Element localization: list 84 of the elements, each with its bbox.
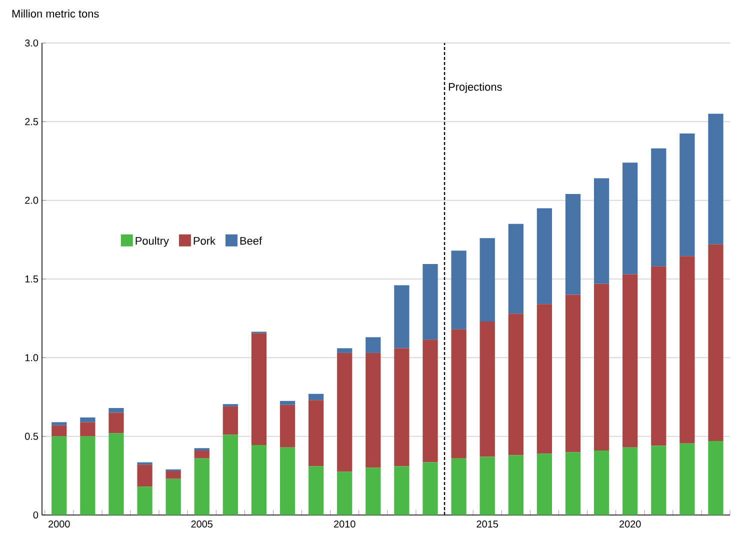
legend-label: Poultry (136, 236, 169, 247)
bar (280, 447, 296, 515)
bar (80, 436, 96, 515)
bar (508, 314, 524, 456)
y-axis-title: Million metric tons (12, 10, 99, 18)
x-tick-label: 2010 (334, 520, 356, 528)
bar (708, 114, 724, 244)
bar (108, 412, 124, 434)
bar (651, 266, 666, 446)
bar (480, 238, 495, 322)
bar (422, 462, 438, 515)
bar (508, 224, 524, 314)
bar (565, 452, 581, 515)
bar (536, 454, 552, 515)
bar (308, 400, 324, 466)
x-tick-label: 2020 (620, 520, 641, 528)
y-tick-label: 1.5 (25, 276, 38, 282)
bar (337, 352, 352, 472)
bar (52, 422, 67, 426)
bar (565, 194, 581, 295)
bar (222, 434, 238, 515)
bar (308, 394, 324, 400)
bar (52, 425, 67, 436)
bar (536, 208, 552, 304)
x-tick-label: 2005 (191, 520, 213, 528)
bar (52, 436, 67, 515)
bar (594, 450, 610, 515)
bar (594, 284, 610, 450)
bar (308, 466, 324, 515)
bar (108, 408, 124, 413)
bar (451, 250, 466, 330)
y-tick-label: 2.0 (25, 196, 38, 204)
bar (280, 400, 296, 405)
y-tick-label: 0.5 (25, 432, 38, 440)
bar (622, 162, 638, 274)
bar (194, 458, 210, 515)
bar (80, 417, 96, 422)
bar (280, 404, 296, 448)
bar (222, 406, 238, 435)
bar (337, 472, 352, 515)
bar (508, 455, 524, 515)
bar (565, 294, 581, 452)
bar (422, 340, 438, 462)
ref-line-label: Projections (448, 82, 502, 93)
bar (708, 244, 724, 442)
bar (166, 470, 181, 479)
bar (366, 352, 381, 468)
bar (451, 329, 466, 458)
bar (194, 450, 210, 458)
bar (536, 304, 552, 454)
legend-label: Pork (194, 236, 216, 245)
bar (137, 486, 152, 515)
y-tick-label: 2.5 (25, 118, 38, 126)
bar (708, 441, 724, 515)
bar (337, 348, 352, 353)
bar (480, 321, 495, 457)
bar (422, 264, 438, 340)
bar (651, 446, 666, 515)
bar (108, 433, 124, 515)
bar (394, 348, 410, 466)
bar (451, 458, 466, 515)
bar (680, 256, 695, 444)
bar (251, 333, 267, 445)
x-tick-label: 2015 (476, 520, 498, 528)
bar (166, 478, 181, 515)
bar (680, 443, 695, 515)
y-tick-label: 3.0 (25, 39, 38, 47)
bar (251, 444, 267, 515)
bar (80, 422, 96, 436)
x-tick-label: 2000 (48, 520, 70, 528)
bar (394, 285, 410, 348)
bar (394, 466, 410, 515)
y-tick-label: 0 (33, 511, 38, 519)
bar (366, 468, 381, 515)
bar (594, 178, 610, 284)
bar (680, 133, 695, 256)
bar (366, 337, 381, 353)
bar (622, 447, 638, 515)
bar (480, 456, 495, 515)
y-tick-label: 1.0 (25, 354, 38, 362)
bar (651, 148, 666, 266)
bar (137, 464, 152, 487)
legend-label: Beef (240, 236, 262, 245)
bar (622, 274, 638, 448)
